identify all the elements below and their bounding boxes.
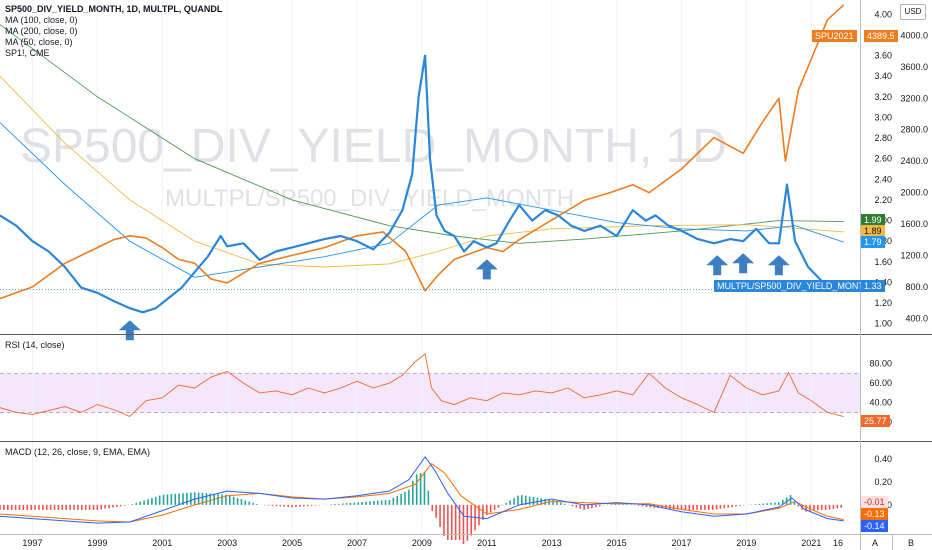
price-axis[interactable]: 1.001.201.401.601.802.002.202.402.602.80…	[869, 9, 928, 510]
ma100-value-tag: 1.89	[861, 225, 885, 237]
spu-price-tag: 4389.5	[864, 30, 898, 42]
yield-axis-tick: 3.20	[874, 92, 892, 102]
time-axis-label: 2011	[477, 538, 497, 548]
currency-button[interactable]: USD	[900, 4, 926, 20]
price-axis-tick: 3600.0	[900, 62, 928, 72]
pane-divider-1[interactable]	[0, 334, 932, 335]
yield-axis-tick: 2.80	[874, 133, 892, 143]
symbol-label-tag: MULTPL/SP500_DIV_YIELD_MONTH	[714, 280, 874, 292]
time-axis-label: 2013	[541, 538, 562, 548]
up-arrow-annotation	[475, 259, 498, 280]
rsi-pane-plot[interactable]	[0, 353, 860, 418]
macd-hist-tag: -0.01	[861, 496, 888, 508]
rsi-legend[interactable]: RSI (14, close)	[5, 340, 65, 351]
yield-axis-tick: 1.00	[874, 319, 892, 329]
yield-axis-tick: 2.20	[874, 195, 892, 205]
time-axis-divider	[0, 534, 932, 535]
watermark-sub: MULTPL/SP500_DIV_YIELD_MONTH	[165, 185, 574, 212]
up-arrow-annotation	[706, 255, 729, 276]
up-arrow-annotation	[118, 320, 141, 341]
yield-axis-tick: 1.60	[874, 257, 892, 267]
spu-label-tag: SPU2021	[812, 30, 857, 42]
grid	[31, 0, 812, 534]
yield-axis-tick: 2.60	[874, 154, 892, 164]
rsi-axis-tick: 60.00	[869, 378, 892, 388]
yield-axis-tick: 1.20	[874, 298, 892, 308]
price-axis-tick: 3200.0	[900, 93, 928, 103]
rsi-axis-tick: 80.00	[869, 359, 892, 369]
macd-axis-tick: 0.40	[874, 454, 892, 464]
price-axis-tick: 400.0	[905, 313, 928, 323]
yield-value-tag: 1.33	[861, 280, 885, 292]
auto-scale-button[interactable]: A	[872, 538, 879, 548]
macd-line	[0, 456, 844, 524]
macd-legend[interactable]: MACD (12, 26, close, 9, EMA, EMA)	[5, 447, 150, 458]
time-axis-label: 2003	[217, 538, 238, 548]
macd-line-tag: -0.14	[861, 520, 888, 532]
price-axis-divider	[860, 0, 861, 550]
watermark-main: SP500_DIV_YIELD_MONTH, 1D	[20, 120, 727, 173]
ma50-line	[0, 122, 844, 278]
up-arrow-annotation	[767, 255, 790, 276]
time-axis-label: 2021	[801, 538, 822, 548]
pane-divider-2[interactable]	[0, 441, 932, 442]
yield-axis-tick: 3.00	[874, 112, 892, 122]
corner-divider	[892, 534, 893, 550]
yield-axis-tick: 3.60	[874, 51, 892, 61]
yield-axis-tick: 3.40	[874, 71, 892, 81]
annotation-arrows[interactable]	[118, 253, 790, 341]
time-axis-label: 2015	[606, 538, 627, 548]
watermark: SP500_DIV_YIELD_MONTH, 1D MULTPL/SP500_D…	[20, 120, 727, 212]
rsi-line	[0, 353, 844, 418]
price-axis-tick: 1200.0	[900, 250, 928, 260]
time-axis-label: 1997	[22, 538, 43, 548]
rsi-value-tag: 25.77	[861, 415, 890, 427]
time-axis-label: 2005	[282, 538, 303, 548]
yield-axis-tick: 4.00	[874, 9, 892, 19]
legend-rsi[interactable]: RSI (14, close)	[5, 340, 65, 350]
price-axis-tick: 2400.0	[900, 156, 928, 166]
up-arrow-annotation	[732, 253, 755, 274]
legend-macd[interactable]: MACD (12, 26, close, 9, EMA, EMA)	[5, 447, 151, 457]
macd-axis-tick: 0.20	[874, 477, 892, 487]
ma50-value-tag: 1.79	[861, 236, 885, 248]
price-axis-tick: 2000.0	[900, 188, 928, 198]
scale-mode-button[interactable]: B	[908, 538, 915, 548]
legend-ma50[interactable]: MA (50, close, 0)	[5, 37, 73, 47]
main-pane-plot[interactable]	[0, 4, 860, 314]
spu-price-line	[0, 4, 845, 300]
price-axis-tick: 1600.0	[900, 219, 928, 229]
price-axis-tick: 2800.0	[900, 125, 928, 135]
legend-ma100[interactable]: MA (100, close, 0)	[5, 15, 78, 25]
rsi-axis-tick: 40.00	[869, 398, 892, 408]
time-axis-label: 2009	[411, 538, 432, 548]
legend-ma200[interactable]: MA (200, close, 0)	[5, 26, 78, 36]
macd-signal-tag: -0.13	[861, 508, 888, 520]
legend-symbol[interactable]: SP500_DIV_YIELD_MONTH, 1D, MULTPL, QUAND…	[5, 4, 223, 14]
time-axis-label: 2007	[346, 538, 367, 548]
ma200-value-tag: 1.99	[861, 214, 885, 226]
yield-axis-tick: 2.40	[874, 174, 892, 184]
price-axis-tick: 800.0	[905, 282, 928, 292]
price-axis-tick: 4000.0	[900, 30, 928, 40]
time-axis-label: 2017	[671, 538, 692, 548]
time-axis-label: 1999	[87, 538, 108, 548]
legend-compare[interactable]: SP1!, CME	[5, 48, 50, 58]
main-legend[interactable]: SP500_DIV_YIELD_MONTH, 1D, MULTPL, QUAND…	[5, 4, 222, 59]
time-axis-label: 2001	[152, 538, 173, 548]
dividend-yield-line	[0, 54, 845, 314]
time-axis-label: 16	[832, 538, 844, 548]
time-axis-label: 2019	[736, 538, 757, 548]
